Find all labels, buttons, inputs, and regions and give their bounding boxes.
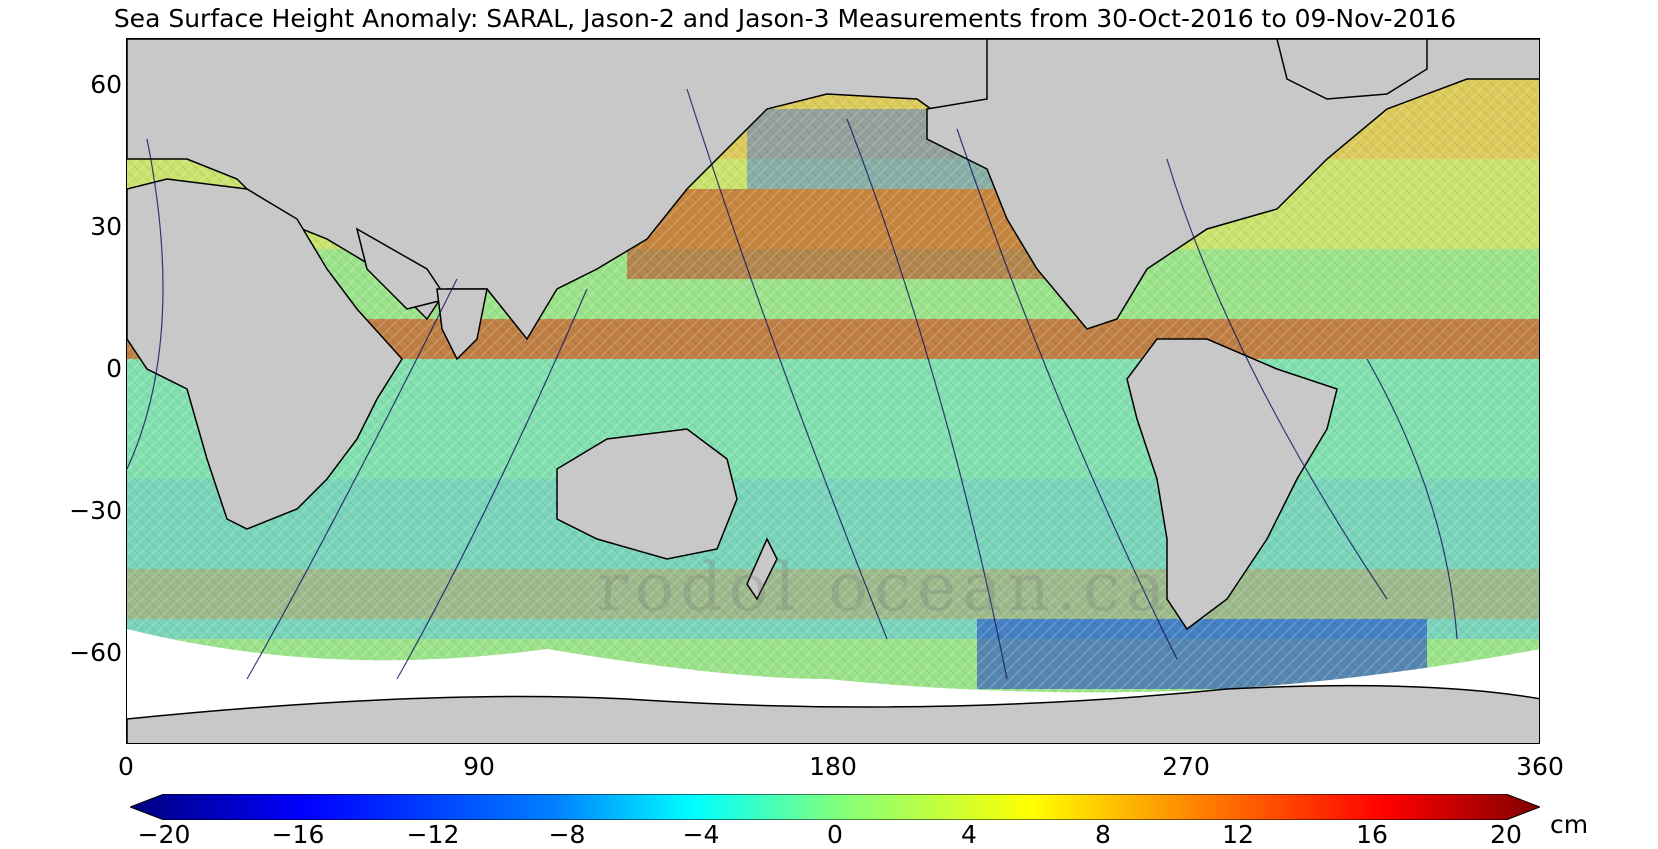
india — [436, 288, 488, 361]
x-tick: 0 — [118, 752, 134, 781]
new-zealand — [746, 537, 778, 601]
watermark: rodol ocean.ca — [597, 549, 1172, 626]
ssh-anomaly-map — [127, 39, 1539, 743]
y-tick: −60 — [69, 638, 122, 667]
australia — [556, 428, 738, 560]
y-tick: −30 — [69, 496, 122, 525]
colorbar-tick: −4 — [682, 820, 720, 849]
colorbar-tick: 12 — [1222, 820, 1254, 849]
antarctica — [127, 684, 1539, 743]
colorbar-tick: 20 — [1490, 820, 1522, 849]
greenland — [1276, 39, 1428, 100]
y-tick: 60 — [90, 70, 122, 99]
colorbar-tick: −12 — [406, 820, 460, 849]
north-america — [926, 39, 1539, 330]
y-tick: 0 — [106, 354, 122, 383]
x-tick: 180 — [809, 752, 857, 781]
arabia — [355, 227, 449, 310]
land-masses — [127, 39, 1539, 743]
ground-tracks — [127, 88, 1458, 680]
map-title: Sea Surface Height Anomaly: SARAL, Jason… — [113, 4, 1457, 33]
colorbar-tick: −8 — [548, 820, 586, 849]
x-tick: 90 — [463, 752, 495, 781]
x-tick: 360 — [1516, 752, 1564, 781]
colorbar-unit: cm — [1550, 810, 1589, 839]
colorbar-tick: 8 — [1095, 820, 1111, 849]
map-plot-area: rodol ocean.ca — [126, 38, 1540, 744]
africa — [127, 178, 403, 530]
colorbar-tick: −16 — [271, 820, 325, 849]
colorbar-tick: −20 — [137, 820, 191, 849]
colorbar-tick: 16 — [1356, 820, 1388, 849]
x-tick: 270 — [1162, 752, 1210, 781]
south-america — [1126, 338, 1338, 631]
colorbar-tick: 0 — [827, 820, 843, 849]
colorbar-tick: 4 — [961, 820, 977, 849]
colorbar — [130, 794, 1540, 820]
y-tick: 30 — [90, 212, 122, 241]
